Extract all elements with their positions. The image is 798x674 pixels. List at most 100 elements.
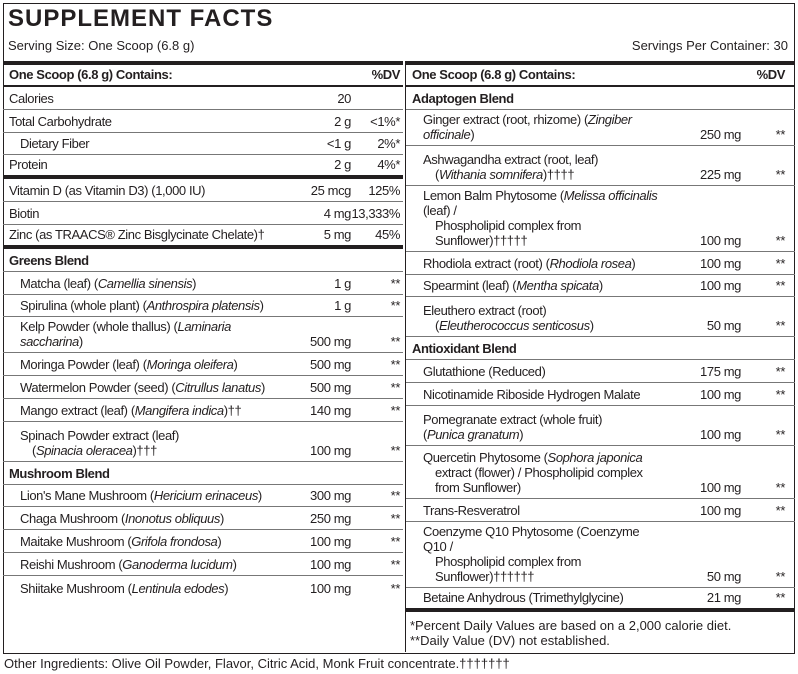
ingredient-name: Kelp Powder (whole thallus) (Laminaria s…	[3, 319, 289, 349]
name-part: )	[589, 318, 594, 334]
name-part: Chaga Mushroom (	[20, 511, 125, 527]
name-line: (Punica granatum)	[423, 427, 665, 442]
ingredient-name: Nicotinamide Riboside Hydrogen Malate	[406, 387, 671, 402]
daily-value: 2%*	[377, 136, 400, 152]
name-part: Grifola frondosa	[131, 533, 218, 549]
name-part: Reishi Mushroom (	[20, 556, 123, 572]
table-row: Pomegranate extract (whole fruit) (Punica…	[406, 406, 795, 446]
name-line: Mushroom Blend	[9, 466, 397, 481]
daily-value: **	[390, 334, 401, 350]
table-header: One Scoop (6.8 g) Contains: %DV	[3, 61, 403, 87]
ingredient-name: Matcha (leaf) (Camellia sinensis)	[3, 276, 289, 291]
name-part: Total Carbohydrate	[9, 113, 112, 129]
amount: 250 mg	[310, 511, 351, 527]
name-line: Matcha (leaf) (Camellia sinensis)	[20, 276, 283, 291]
name-part: )††	[223, 402, 242, 418]
name-part: Citrullus lanatus	[175, 379, 261, 395]
name-line: Watermelon Powder (seed) (Citrullus lana…	[20, 380, 283, 395]
ingredient-name: Watermelon Powder (seed) (Citrullus lana…	[3, 380, 289, 395]
name-part: Lentinula edodes	[131, 580, 225, 596]
name-part: Dietary Fiber	[20, 136, 90, 152]
name-part: Greens Blend	[9, 252, 89, 268]
daily-value: **	[775, 166, 786, 182]
table-row: Moringa Powder (leaf) (Moringa oleifera)…	[3, 353, 403, 377]
daily-value: <1%*	[370, 113, 400, 129]
name-line: Nicotinamide Riboside Hydrogen Malate	[423, 387, 665, 402]
name-line: Betaine Anhydrous (Trimethylglycine)	[423, 590, 665, 605]
name-part: Matcha (leaf) (	[20, 275, 98, 291]
table-row: Dietary Fiber <1 g 2%*	[3, 133, 403, 156]
table-row: Spirulina (whole plant) (Anthrospira pla…	[3, 295, 403, 318]
ingredient-name: Spirulina (whole plant) (Anthrospira pla…	[3, 298, 289, 313]
header-label: One Scoop (6.8 g) Contains:	[412, 67, 576, 82]
table-row: Rhodiola extract (root) (Rhodiola rosea)…	[406, 252, 795, 275]
table-row: Vitamin D (as Vitamin D3) (1,000 IU) 25 m…	[3, 179, 403, 203]
ingredient-name: Coenzyme Q10 Phytosome (Coenzyme Q10 /Ph…	[406, 524, 671, 584]
section-header: Greens Blend	[3, 249, 403, 272]
ingredient-name: Vitamin D (as Vitamin D3) (1,000 IU)	[3, 183, 289, 198]
name-line: Lion's Mane Mushroom (Hericium erinaceus…	[20, 488, 283, 503]
name-part: Maitake Mushroom (	[20, 533, 132, 549]
name-line: Spirulina (whole plant) (Anthrospira pla…	[20, 298, 283, 313]
name-part: Ganoderma lucidum	[122, 556, 233, 572]
amount: 100 mg	[700, 479, 741, 495]
amount: 500 mg	[310, 379, 351, 395]
name-part: Eleutherococcus senticosus	[438, 318, 590, 334]
name-line: Eleuthero extract (root)	[423, 303, 665, 318]
amount: 25 mcg	[310, 183, 352, 199]
name-part: Ashwagandha extract (root, leaf)	[423, 151, 599, 167]
name-part: )	[598, 278, 603, 294]
name-line: Biotin	[9, 206, 283, 221]
name-part: Phospholipid complex from Sunflower)††††…	[435, 217, 582, 248]
ingredient-name: Greens Blend	[3, 253, 403, 268]
name-part: )	[192, 275, 197, 291]
footnote: *Percent Daily Values are based on a 2,0…	[410, 617, 732, 633]
name-part: Moringa Powder (leaf) (	[20, 357, 147, 373]
table-row: Protein 2 g 4%*	[3, 155, 403, 180]
daily-value: **	[390, 275, 401, 291]
daily-value: 125%	[368, 183, 400, 199]
table-row: Coenzyme Q10 Phytosome (Coenzyme Q10 /Ph…	[406, 522, 795, 588]
name-part: Mushroom Blend	[9, 465, 110, 481]
name-part: Laminaria saccharina	[20, 319, 231, 350]
name-part: Biotin	[9, 205, 40, 221]
ingredient-name: Spearmint (leaf) (Mentha spicata)	[406, 278, 671, 293]
name-part: from Sunflower)	[435, 479, 521, 495]
name-line: (Eleutherococcus senticosus)	[423, 318, 665, 333]
name-line: Ginger extract (root, rhizome) (Zingiber…	[423, 112, 665, 142]
daily-value: **	[775, 255, 786, 271]
ingredient-name: Shiitake Mushroom (Lentinula edodes)	[3, 581, 289, 596]
ingredient-name: Dietary Fiber	[3, 136, 289, 151]
name-part: Mentha spicata	[516, 278, 599, 294]
daily-value: **	[775, 568, 786, 584]
table-row: Shiitake Mushroom (Lentinula edodes) 100 …	[3, 576, 403, 599]
name-part: Phospholipid complex from Sunflower)††††…	[435, 553, 582, 584]
section-header: Antioxidant Blend	[406, 337, 795, 361]
name-line: Spearmint (leaf) (Mentha spicata)	[423, 278, 665, 293]
name-part: )	[232, 556, 237, 572]
name-part: Nicotinamide Riboside Hydrogen Malate	[423, 386, 641, 402]
name-part: Pomegranate extract (whole fruit)	[423, 411, 602, 427]
table-header: One Scoop (6.8 g) Contains: %DV	[406, 61, 795, 87]
name-part: Mangifera indica	[134, 402, 224, 418]
name-part: Lemon Balm Phytosome (	[423, 187, 564, 203]
name-line: Dietary Fiber	[20, 136, 283, 151]
name-part: Moringa oleifera	[146, 357, 234, 373]
amount: 1 g	[334, 298, 351, 314]
header-label: One Scoop (6.8 g) Contains:	[9, 67, 173, 82]
name-part: Coenzyme Q10 Phytosome (Coenzyme Q10 /	[423, 523, 640, 554]
servings-per-container: Servings Per Container: 30	[631, 38, 788, 53]
ingredient-name: Quercetin Phytosome (Sophora japonica ext…	[406, 450, 671, 495]
table-row: Eleuthero extract (root) (Eleutherococcus…	[406, 297, 795, 338]
table-row: Glutathione (Reduced) 175 mg **	[406, 360, 795, 383]
name-part: )	[220, 511, 224, 527]
name-part: Zingiber officinale	[423, 111, 632, 142]
amount: 1 g	[334, 275, 351, 291]
amount: 20	[337, 90, 351, 106]
table-row: Kelp Powder (whole thallus) (Laminaria s…	[3, 317, 403, 354]
amount: 100 mg	[700, 426, 741, 442]
name-line: Mango extract (leaf) (Mangifera indica)†…	[20, 403, 283, 418]
name-line: Total Carbohydrate	[9, 114, 283, 129]
name-part: Ginger extract (root, rhizome) (	[423, 111, 588, 127]
name-line: Vitamin D (as Vitamin D3) (1,000 IU)	[9, 183, 283, 198]
